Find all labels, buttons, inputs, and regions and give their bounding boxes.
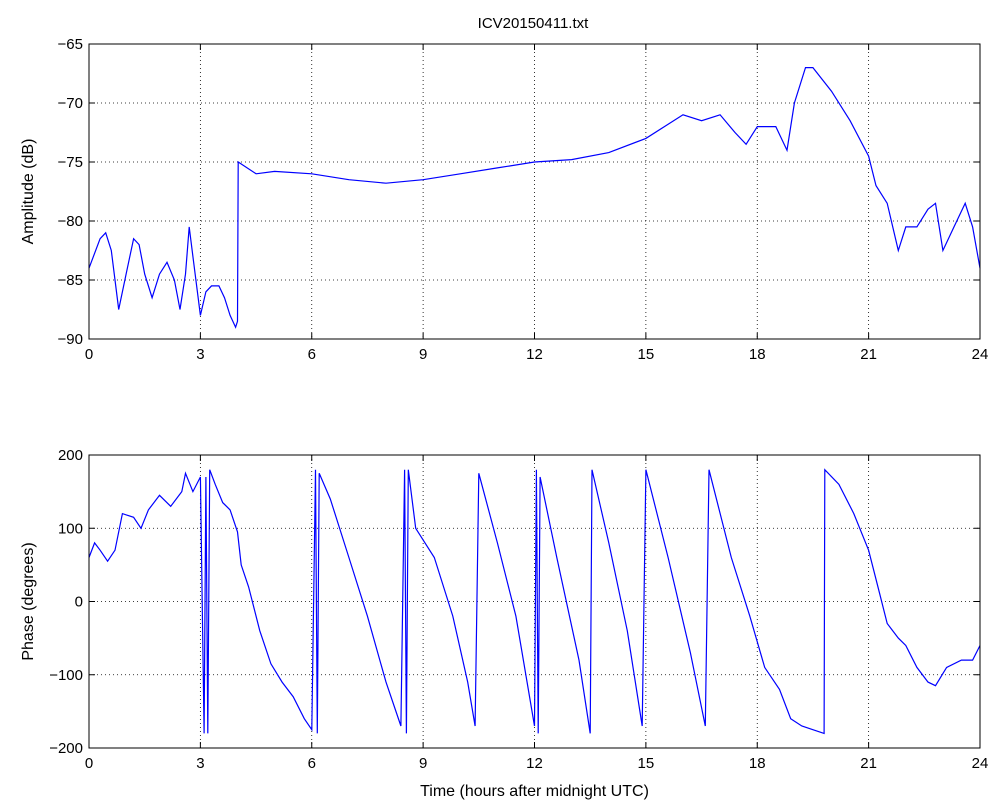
amplitude-xtick-label: 12 (526, 346, 543, 363)
phase-ylabel: Phase (degrees) (20, 542, 37, 660)
phase-ytick-label: −100 (49, 667, 83, 684)
phase-series-line (88, 468, 981, 735)
amplitude-xtick-label: 6 (308, 346, 316, 363)
amplitude-xtick-label: 0 (85, 346, 93, 363)
phase-xtick-label: 21 (860, 755, 877, 772)
amplitude-ytick-label: −70 (58, 95, 83, 112)
chart-title: ICV20150411.txt (478, 15, 589, 32)
amplitude-ytick-label: −85 (58, 272, 83, 289)
phase-xtick-label: 15 (638, 755, 655, 772)
amplitude-ytick-label: −65 (58, 36, 83, 53)
amplitude-series-line (88, 67, 981, 329)
phase-panel: 0 3 6 9 12 15 18 21 24 −200 −100 0 100 200 Phase (degr… (20, 447, 988, 800)
amplitude-ytick-label: −80 (58, 213, 83, 230)
phase-xtick-label: 12 (526, 755, 543, 772)
amplitude-xtick-label: 15 (638, 346, 655, 363)
phase-xtick-label: 0 (85, 755, 93, 772)
amplitude-xtick-label: 3 (196, 346, 204, 363)
amplitude-ytick-label: −75 (58, 154, 83, 171)
phase-ytick-label: 0 (75, 594, 83, 611)
phase-xtick-label: 3 (196, 755, 204, 772)
amplitude-xtick-label: 18 (749, 346, 766, 363)
amplitude-ytick-label: −90 (58, 331, 83, 348)
phase-xtick-label: 9 (419, 755, 427, 772)
phase-ytick-label: −200 (49, 740, 83, 757)
phase-xtick-label: 24 (972, 755, 989, 772)
amplitude-ylabel: Amplitude (dB) (20, 139, 37, 245)
phase-xtick-label: 6 (308, 755, 316, 772)
phase-xtick-label: 18 (749, 755, 766, 772)
amplitude-xtick-label: 9 (419, 346, 427, 363)
phase-ytick-label: 200 (58, 447, 83, 464)
amplitude-panel: 0 3 6 9 12 15 18 21 24 −90 −85 −80 −75 −70 −65 Amplitud… (20, 36, 988, 363)
amplitude-xtick-label: 21 (860, 346, 877, 363)
amplitude-xtick-label: 24 (972, 346, 989, 363)
phase-ytick-label: 100 (58, 520, 83, 537)
phase-xlabel: Time (hours after midnight UTC) (420, 783, 649, 800)
